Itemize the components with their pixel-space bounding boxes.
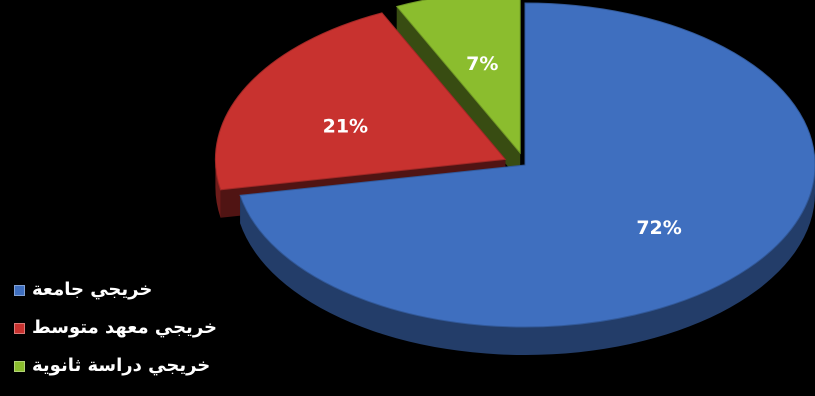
pie-slice-secondary: 7% (395, 0, 521, 182)
pie-slice-top (214, 12, 507, 191)
legend-label-secondary: خريجي دراسة ثانوية (32, 355, 211, 376)
legend-item-university: خريجي جامعة (8, 278, 248, 302)
legend-item-secondary: خريجي دراسة ثانوية (8, 354, 248, 378)
pie-slice-rim (240, 165, 815, 356)
legend-label-university: خريجي جامعة (32, 279, 153, 300)
data-label-institute: 21% (323, 115, 368, 137)
pie-slice-top (239, 2, 815, 328)
pie-slice-top (395, 0, 521, 155)
pie-slice-side (396, 6, 521, 182)
legend-swatch-university (14, 285, 25, 296)
pie-slice-rim (215, 159, 221, 218)
legend-label-institute: خريجي معهد متوسط (32, 317, 217, 338)
legend-swatch-institute (14, 323, 25, 334)
legend-swatch-secondary (14, 361, 25, 372)
legend-item-institute: خريجي معهد متوسط (8, 316, 248, 340)
pie-slice-university: 72% (239, 2, 815, 356)
data-label-university: 72% (636, 217, 681, 239)
data-label-secondary: 7% (466, 53, 498, 75)
